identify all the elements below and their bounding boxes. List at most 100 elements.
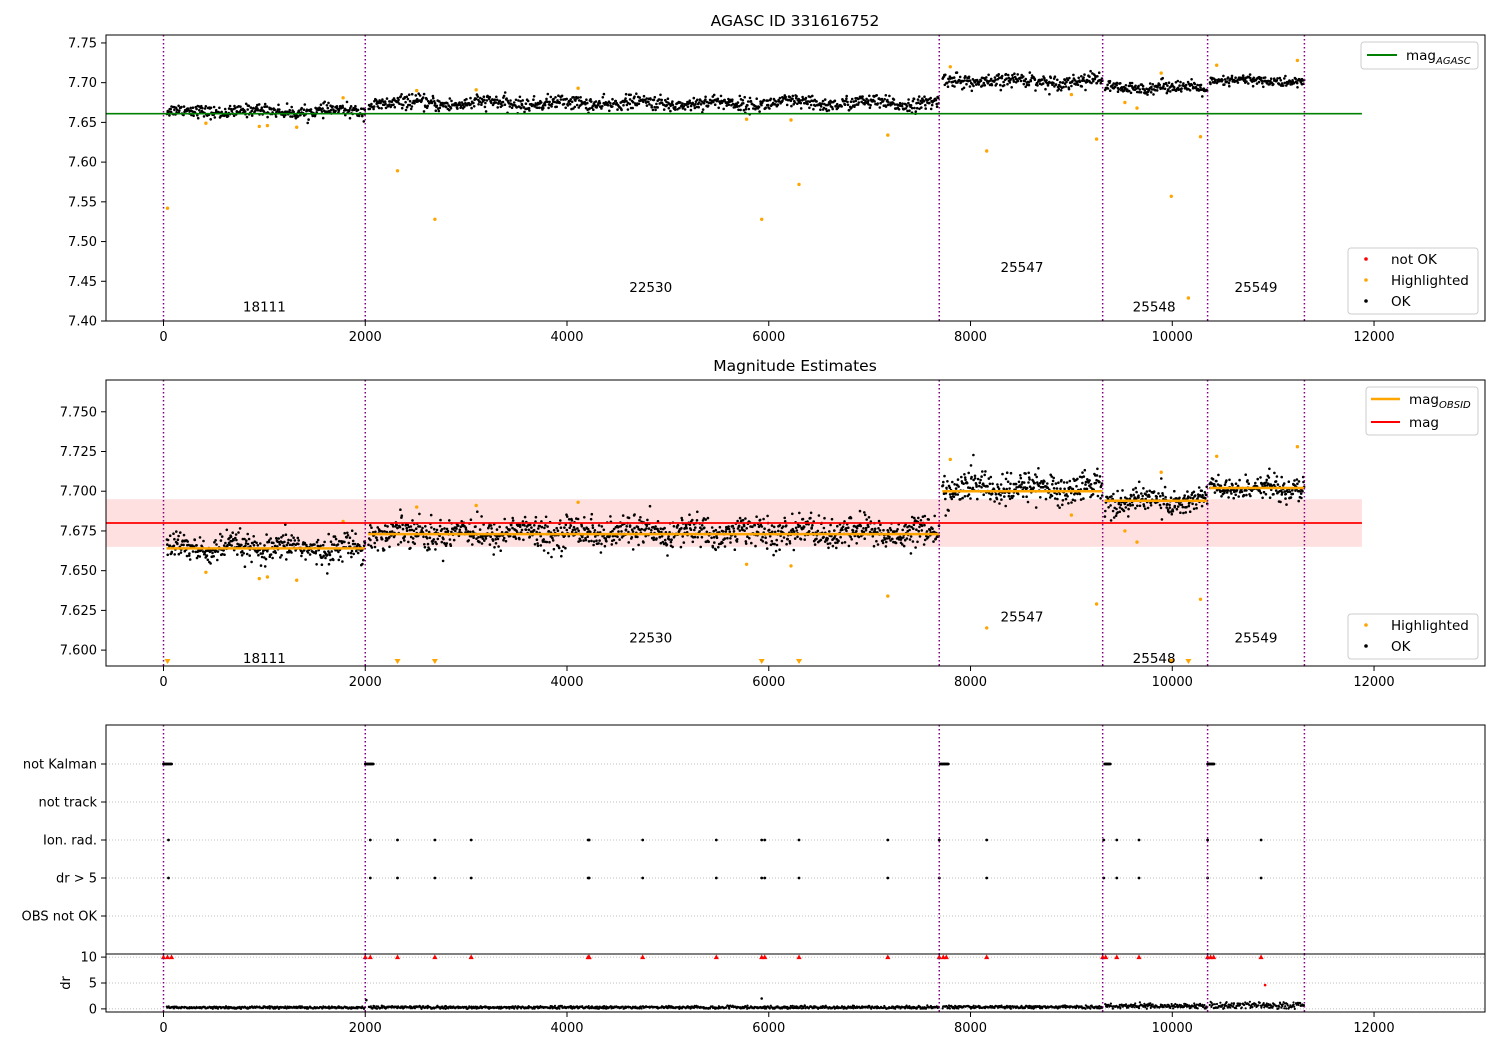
ok-point: [448, 538, 452, 541]
ok-point: [401, 523, 404, 527]
ok-point: [1022, 481, 1026, 484]
ok-point: [1248, 73, 1252, 76]
ok-point: [850, 97, 854, 101]
ok-point: [329, 540, 333, 543]
ok-point: [904, 523, 907, 526]
ok-point: [301, 550, 304, 553]
ok-point: [944, 497, 947, 501]
ok-point: [496, 537, 500, 541]
ok-point: [202, 539, 205, 543]
ok-point: [638, 518, 641, 522]
ok-point: [188, 558, 192, 561]
ok-point: [347, 551, 350, 555]
dr-point: [513, 1007, 516, 1010]
ok-point: [597, 542, 600, 545]
ok-point: [923, 538, 927, 542]
ok-point: [1022, 75, 1025, 78]
panel-agasc-y-tick-label: 7.75: [68, 36, 97, 51]
ok-point: [855, 529, 858, 533]
ok-point: [1294, 77, 1297, 81]
flag-ion-rad-point: [985, 838, 989, 842]
ok-point: [300, 554, 303, 558]
ok-point: [640, 527, 643, 531]
ok-point: [923, 514, 927, 518]
ok-point: [586, 101, 589, 105]
ok-point: [313, 543, 316, 546]
ok-point: [1148, 82, 1152, 85]
ok-point: [388, 545, 391, 549]
highlighted-point: [1295, 58, 1300, 63]
ok-point: [1054, 83, 1058, 86]
ok-point: [617, 530, 620, 533]
ok-point: [901, 528, 904, 532]
ok-point: [901, 102, 904, 105]
panel-magnitude-estimates-y-tick-label: 7.700: [60, 485, 97, 500]
ok-point: [1130, 81, 1134, 85]
ok-point: [360, 107, 363, 110]
ok-point: [405, 105, 409, 109]
ok-point: [1045, 79, 1048, 82]
highlighted-point: [1069, 92, 1074, 97]
ok-point: [1263, 484, 1267, 488]
ok-point: [881, 541, 885, 545]
ok-point: [696, 98, 699, 102]
ok-point: [361, 114, 364, 118]
ok-point: [668, 102, 671, 106]
ok-point: [849, 516, 853, 520]
ok-point: [932, 540, 935, 543]
ok-point: [442, 537, 445, 541]
ok-point: [406, 97, 410, 101]
ok-point: [263, 556, 266, 559]
ok-point: [337, 550, 340, 554]
ok-point: [234, 536, 237, 540]
ok-point: [987, 73, 990, 77]
ok-point: [579, 539, 582, 542]
obsid-label: 25549: [1235, 630, 1278, 646]
ok-point: [1118, 506, 1122, 509]
ok-point: [822, 535, 825, 539]
ok-point: [871, 535, 875, 538]
ok-point: [862, 527, 865, 530]
ok-point: [209, 118, 212, 121]
ok-point: [464, 528, 468, 531]
ok-point: [673, 108, 677, 111]
ok-point: [1062, 481, 1066, 484]
ok-point: [1037, 467, 1040, 470]
ok-point: [860, 100, 863, 104]
ok-point: [937, 96, 940, 100]
ok-point: [744, 540, 748, 543]
ok-point: [1282, 84, 1285, 87]
highlighted-point: [1123, 529, 1127, 533]
ok-point: [397, 98, 400, 102]
ok-point: [480, 542, 484, 545]
ok-point: [368, 107, 372, 111]
ok-point: [1025, 495, 1028, 499]
ok-point: [994, 78, 997, 82]
ok-point: [1145, 490, 1149, 493]
ok-point: [454, 529, 457, 533]
ok-point: [748, 96, 752, 100]
ok-point: [531, 103, 535, 106]
ok-point: [1127, 507, 1130, 511]
ok-point: [746, 100, 750, 103]
ok-point: [929, 96, 932, 100]
ok-point: [987, 477, 991, 480]
ok-point: [611, 105, 614, 108]
ok-point: [927, 518, 930, 521]
ok-point: [1257, 80, 1261, 84]
ok-point: [575, 103, 579, 107]
ok-point: [969, 464, 973, 467]
ok-point: [843, 541, 847, 544]
ok-point: [1280, 475, 1283, 479]
ok-point: [343, 540, 346, 544]
highlighted-point: [295, 578, 299, 582]
ok-point: [1274, 480, 1278, 483]
ok-point: [200, 104, 203, 108]
dr-point: [375, 1007, 379, 1010]
ok-point: [1292, 81, 1296, 85]
panel-magnitude-estimates: Magnitude Estimates 18111225302554725548…: [60, 357, 1486, 690]
ok-point: [1043, 480, 1046, 483]
ok-point: [1012, 80, 1016, 83]
ok-point: [354, 532, 357, 535]
